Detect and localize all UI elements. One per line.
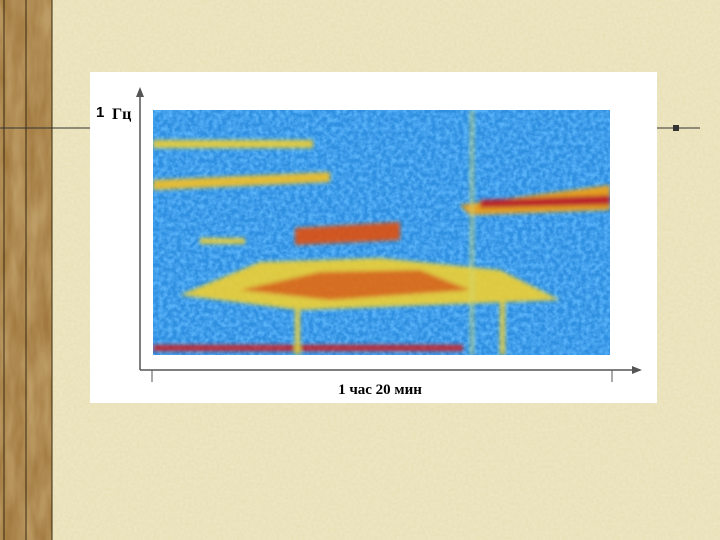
arrow [632, 366, 642, 374]
arrow [136, 87, 144, 97]
y-unit: Гц [112, 106, 131, 123]
spectrogram [153, 110, 610, 355]
x-axis-label: 1 час 20 мин [338, 382, 422, 398]
y-max-label: 1 [96, 104, 104, 121]
marker [673, 125, 679, 131]
